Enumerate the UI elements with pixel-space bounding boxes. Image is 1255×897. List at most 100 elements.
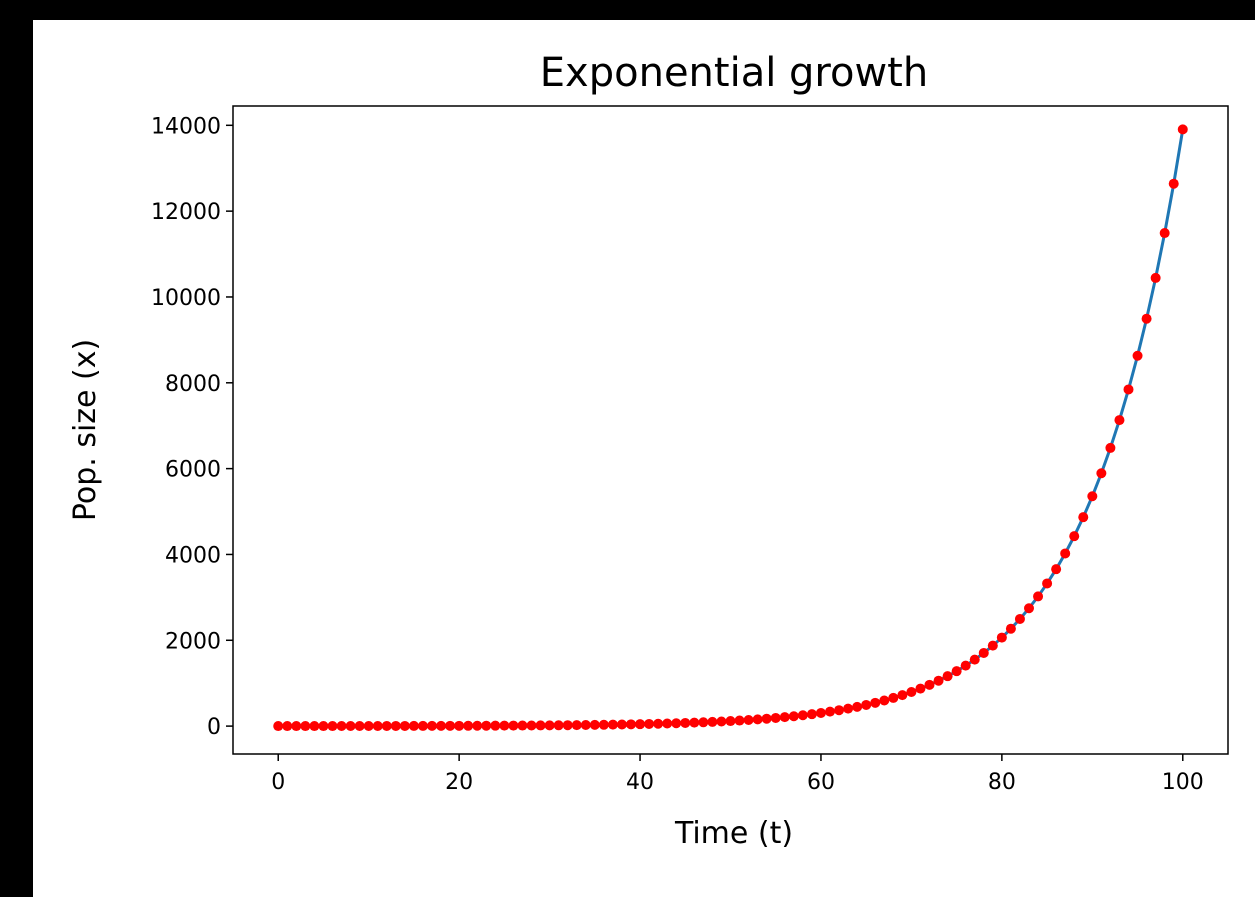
data-point [490,720,501,731]
data-point [707,716,718,727]
data-point [1168,178,1179,189]
data-point [318,721,329,732]
x-tick-label: 100 [1162,770,1204,795]
y-tick-label: 8000 [165,372,221,397]
data-point [942,671,953,682]
data-point [535,720,546,731]
figure-canvas: Exponential growth 0 20 40 60 80 100 0 2000 400… [33,20,1255,897]
data-point [1123,384,1134,395]
data-point [1078,512,1089,523]
data-point [381,720,392,731]
data-point [562,720,573,731]
plot-area [232,105,1229,755]
data-point [445,720,456,731]
data-point [1114,415,1125,426]
data-point [589,719,600,730]
data-point [879,695,890,706]
data-point [336,721,347,732]
data-point [743,714,754,725]
data-point [960,660,971,671]
x-tick-label: 40 [626,770,654,795]
data-point [761,713,772,724]
data-point [915,683,926,694]
data-point [300,721,311,732]
data-point [806,709,817,720]
data-point [427,720,437,731]
y-axis-label: Pop. size (x) [68,339,103,521]
data-point [553,720,564,731]
data-point [779,712,790,723]
data-point [1132,350,1143,361]
y-tick-label: 6000 [165,458,221,483]
data-point [607,719,618,730]
data-point [888,692,899,703]
data-point [834,705,845,716]
data-point [463,720,474,731]
data-point [1159,228,1170,239]
data-point [354,721,365,731]
data-point [797,710,808,721]
data-point [309,721,320,732]
data-point [1177,124,1188,135]
data-point [481,720,492,731]
y-tick-label: 12000 [151,200,221,225]
y-tick-label: 10000 [151,286,221,311]
data-point [517,720,528,731]
data-point [291,721,302,732]
data-point [852,701,863,712]
x-tick-label: 60 [807,770,835,795]
data-point [1105,442,1116,453]
y-tick-label: 2000 [165,629,221,654]
y-tick-label: 14000 [151,114,221,139]
y-tick-label: 4000 [165,543,221,568]
data-point [1051,564,1062,575]
x-axis-ticks: 0 20 40 60 80 100 [271,754,1204,795]
data-point [399,720,410,731]
data-point [716,716,727,727]
data-point [734,715,745,726]
x-tick-label: 80 [988,770,1016,795]
y-axis-ticks: 0 2000 4000 6000 8000 10000 12000 14000 [151,114,233,740]
data-point [662,718,673,729]
data-point [870,697,881,708]
data-point [698,717,709,728]
frame-top-border [0,0,1255,20]
data-point [1087,491,1098,502]
data-point [996,632,1007,643]
data-point [454,720,465,731]
data-point [372,720,383,731]
data-point [499,720,510,731]
data-point [390,720,401,731]
data-point [580,720,591,731]
data-point [408,720,419,731]
chart-title: Exponential growth [540,50,928,96]
data-point [1005,623,1016,634]
data-point [752,714,763,725]
data-point [508,720,519,731]
data-point [363,720,374,731]
data-point [616,719,627,730]
data-point [598,719,609,730]
data-point [815,707,826,718]
data-point [1141,313,1152,324]
data-point [951,666,962,677]
data-point [1042,578,1053,589]
data-point [1060,548,1071,559]
x-tick-label: 0 [271,770,285,795]
data-point [417,720,428,731]
data-point [1096,468,1107,479]
data-point [897,690,908,701]
x-tick-label: 20 [445,770,473,795]
series-layer [273,124,1188,732]
data-point [282,721,293,732]
data-point [671,718,682,729]
data-point [626,719,636,730]
data-point [273,721,284,732]
data-point [1150,272,1161,283]
data-point [526,720,537,731]
x-axis-label: Time (t) [674,816,793,851]
data-point [635,719,646,730]
data-point [1024,603,1034,614]
data-point [345,721,356,732]
data-point [436,720,447,731]
